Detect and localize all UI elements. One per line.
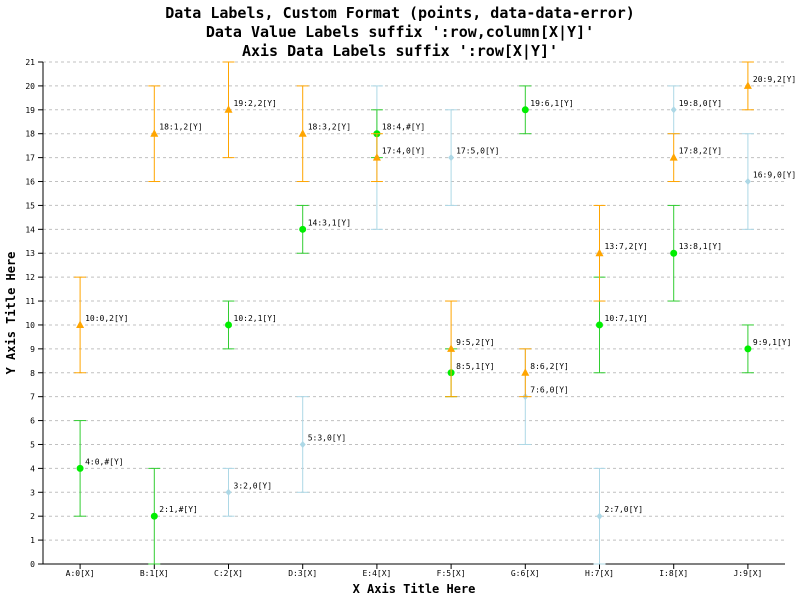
y-tick-label-20: 20 <box>25 82 35 91</box>
point-s2-2-label: 19:2,2[Y] <box>234 99 277 108</box>
x-tick-label-8: I:8[X] <box>659 569 688 578</box>
gridlines <box>43 61 785 541</box>
point-s1-4-label: 18:4,#[Y] <box>382 123 425 132</box>
point-s2-3-label: 18:3,2[Y] <box>308 123 351 132</box>
point-s2-5-label: 9:5,2[Y] <box>456 338 495 347</box>
x-axis-title: X Axis Title Here <box>353 582 476 596</box>
point-s2-2-marker <box>224 105 233 113</box>
point-s2-3-marker <box>298 129 307 137</box>
y-tick-label-8: 8 <box>30 369 35 378</box>
point-s2-4-marker <box>372 153 381 161</box>
point-s1-0-marker <box>76 464 84 472</box>
point-s0-1-label: 5:3,0[Y] <box>308 433 347 442</box>
point-s1-7-label: 10:7,1[Y] <box>605 314 648 323</box>
point-s2-6-label: 8:6,2[Y] <box>530 362 569 371</box>
point-s2-0-marker <box>76 320 85 328</box>
x-tick-label-3: D:3[X] <box>288 569 317 578</box>
point-s1-8-label: 13:8,1[Y] <box>679 242 722 251</box>
chart-title: Data Labels, Custom Format (points, data… <box>165 4 635 61</box>
point-s1-2-marker <box>225 321 232 329</box>
x-tick-label-0: A:0[X] <box>66 569 95 578</box>
y-tick-label-15: 15 <box>25 201 35 210</box>
point-s0-7-marker <box>744 178 751 186</box>
x-tick-label-9: J:9[X] <box>733 569 762 578</box>
x-tick-label-5: F:5[X] <box>437 569 466 578</box>
point-s1-6-marker <box>521 106 529 114</box>
data-series <box>74 61 754 565</box>
y-tick-label-13: 13 <box>25 249 35 258</box>
y-tick-label-1: 1 <box>30 536 35 545</box>
point-s0-6-label: 19:8,0[Y] <box>679 99 722 108</box>
y-tick-label-3: 3 <box>30 488 35 497</box>
y-tick-label-7: 7 <box>30 393 35 402</box>
point-s0-3-label: 17:5,0[Y] <box>456 147 499 156</box>
point-s0-5-label: 2:7,0[Y] <box>605 505 644 514</box>
point-s1-3-marker <box>299 225 307 233</box>
y-tick-label-19: 19 <box>25 106 35 115</box>
y-tick-label-11: 11 <box>25 297 35 306</box>
y-tick-label-18: 18 <box>25 130 35 139</box>
y-tick-label-4: 4 <box>30 464 35 473</box>
x-axis: A:0[X] B:1[X] C:2[X] D:3[X] E:4[X] F:5[X] G:6[… <box>66 564 762 578</box>
y-tick-label-12: 12 <box>25 273 35 282</box>
point-s0-4-label: 7:6,0[Y] <box>530 386 569 395</box>
point-s1-5-label: 8:5,1[Y] <box>456 362 495 371</box>
data-labels: 3:2,0[Y] 5:3,0[Y] 17:4,0[Y] 17:5,0[Y] 7:6,0[… <box>85 75 796 514</box>
y-axis-title: Y Axis Title Here <box>4 252 18 375</box>
x-tick-label-6: G:6[X] <box>511 569 540 578</box>
y-tick-label-2: 2 <box>30 512 35 521</box>
point-s0-3-marker <box>448 154 455 162</box>
point-s1-7-marker <box>596 321 603 329</box>
point-s0-1-marker <box>299 440 306 448</box>
x-tick-label-4: E:4[X] <box>362 569 391 578</box>
point-s1-9-marker <box>744 345 752 353</box>
point-s1-1-marker <box>150 512 158 520</box>
y-tick-label-5: 5 <box>30 440 35 449</box>
plot-area <box>42 62 785 565</box>
point-s2-8-label: 17:8,2[Y] <box>679 147 722 156</box>
point-s1-3-label: 14:3,1[Y] <box>308 218 351 227</box>
point-s2-9-label: 20:9,2[Y] <box>753 75 796 84</box>
y-tick-label-16: 16 <box>25 178 35 187</box>
point-s2-6-marker <box>521 368 530 376</box>
chart-title-line-2: Data Value Labels suffix ':row,column[X|… <box>206 23 594 42</box>
point-s1-1-label: 2:1,#[Y] <box>159 505 198 514</box>
y-tick-label-21: 21 <box>25 58 35 67</box>
point-s0-2-label: 17:4,0[Y] <box>382 147 425 156</box>
y-tick-label-17: 17 <box>25 154 35 163</box>
point-s0-5-marker <box>596 512 603 520</box>
x-tick-label-2: C:2[X] <box>214 569 243 578</box>
point-s2-0-label: 10:0,2[Y] <box>85 314 128 323</box>
point-s2-1-label: 18:1,2[Y] <box>159 123 202 132</box>
point-s2-7-label: 13:7,2[Y] <box>605 242 648 251</box>
point-s1-6-label: 19:6,1[Y] <box>530 99 573 108</box>
point-s1-0-label: 4:0,#[Y] <box>85 457 124 466</box>
y-tick-label-9: 9 <box>30 345 35 354</box>
point-s0-6-marker <box>670 106 677 114</box>
point-s2-7-marker <box>595 248 604 257</box>
chart-title-line-3: Axis Data Labels suffix ':row[X|Y]' <box>242 42 558 61</box>
point-s0-7-label: 16:9,0[Y] <box>753 171 796 180</box>
point-s2-5-marker <box>447 344 456 352</box>
y-tick-label-6: 6 <box>30 417 35 426</box>
point-s1-9-label: 9:9,1[Y] <box>753 338 792 347</box>
y-tick-label-14: 14 <box>25 225 35 234</box>
y-tick-label-10: 10 <box>25 321 35 330</box>
chart-title-line-1: Data Labels, Custom Format (points, data… <box>165 4 635 22</box>
y-tick-label-0: 0 <box>30 560 35 569</box>
point-s2-8-marker <box>669 153 678 161</box>
point-s1-2-label: 10:2,1[Y] <box>234 314 277 323</box>
series-2 <box>74 61 754 398</box>
point-s0-0-marker <box>225 488 232 496</box>
point-s2-1-marker <box>150 129 159 137</box>
point-s0-0-label: 3:2,0[Y] <box>234 481 273 490</box>
point-s1-8-marker <box>670 249 678 257</box>
point-s2-9-marker <box>743 81 752 89</box>
x-tick-label-1: B:1[X] <box>140 569 169 578</box>
x-tick-label-7: H:7[X] <box>585 569 614 578</box>
